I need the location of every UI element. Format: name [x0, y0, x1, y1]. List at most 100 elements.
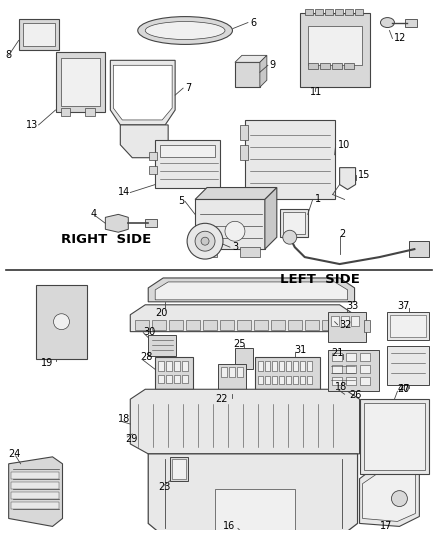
Bar: [308, 26, 361, 65]
Bar: [390, 314, 426, 337]
Bar: [85, 108, 95, 116]
Polygon shape: [9, 457, 63, 527]
Bar: [332, 353, 342, 361]
Bar: [237, 320, 251, 329]
Bar: [406, 19, 417, 27]
Bar: [203, 320, 217, 329]
Polygon shape: [260, 55, 267, 87]
Text: 21: 21: [332, 349, 344, 359]
Bar: [346, 353, 356, 361]
Text: 27: 27: [397, 384, 410, 394]
Polygon shape: [195, 188, 277, 199]
Bar: [60, 58, 100, 106]
Bar: [11, 482, 59, 489]
Polygon shape: [235, 55, 267, 62]
Bar: [245, 120, 335, 199]
Bar: [174, 361, 180, 372]
Bar: [240, 247, 260, 257]
Text: 18: 18: [118, 414, 131, 424]
Bar: [300, 376, 305, 384]
Bar: [343, 63, 353, 69]
Bar: [346, 366, 356, 373]
Bar: [280, 209, 308, 237]
Circle shape: [283, 230, 297, 244]
Text: 2: 2: [339, 229, 346, 239]
Bar: [166, 361, 172, 372]
Text: 25: 25: [233, 338, 245, 349]
Bar: [279, 361, 284, 372]
Text: 22: 22: [215, 394, 227, 404]
Bar: [293, 361, 298, 372]
Bar: [321, 320, 336, 329]
Bar: [155, 140, 220, 188]
Text: 11: 11: [310, 87, 322, 97]
Bar: [182, 361, 188, 372]
Text: 7: 7: [185, 83, 191, 93]
Bar: [56, 52, 106, 112]
Bar: [215, 489, 295, 533]
Bar: [158, 361, 164, 372]
Text: 29: 29: [125, 434, 138, 444]
Text: 32: 32: [339, 320, 352, 330]
Text: RIGHT  SIDE: RIGHT SIDE: [60, 233, 151, 246]
Text: 40: 40: [397, 384, 410, 394]
Bar: [23, 22, 54, 46]
Polygon shape: [195, 199, 265, 249]
Bar: [332, 366, 342, 373]
Polygon shape: [148, 454, 357, 533]
Bar: [332, 63, 342, 69]
Bar: [11, 502, 59, 508]
Bar: [254, 320, 268, 329]
Text: 15: 15: [357, 169, 370, 180]
Bar: [350, 316, 359, 326]
Bar: [335, 9, 343, 14]
Bar: [355, 9, 363, 14]
Text: LEFT  SIDE: LEFT SIDE: [280, 273, 360, 286]
Bar: [258, 361, 263, 372]
Bar: [305, 9, 313, 14]
Text: 20: 20: [155, 308, 168, 318]
Bar: [221, 367, 227, 377]
Bar: [331, 316, 339, 326]
Polygon shape: [148, 278, 355, 302]
Text: 16: 16: [223, 521, 235, 531]
Bar: [305, 320, 319, 329]
Text: 24: 24: [9, 449, 21, 459]
Bar: [145, 219, 157, 227]
Bar: [237, 367, 243, 377]
Bar: [155, 358, 193, 389]
Bar: [11, 472, 59, 479]
Circle shape: [195, 231, 215, 251]
Bar: [293, 376, 298, 384]
Bar: [288, 320, 302, 329]
Bar: [272, 376, 277, 384]
Text: 12: 12: [395, 34, 407, 44]
Bar: [328, 359, 357, 387]
Text: 19: 19: [41, 358, 53, 368]
Bar: [364, 320, 370, 332]
Bar: [286, 376, 291, 384]
Text: 26: 26: [350, 390, 362, 400]
Bar: [286, 361, 291, 372]
Bar: [220, 320, 234, 329]
Bar: [307, 361, 312, 372]
Bar: [360, 353, 370, 361]
Bar: [160, 145, 215, 157]
Ellipse shape: [145, 21, 225, 39]
Bar: [320, 63, 330, 69]
Bar: [300, 13, 370, 87]
Bar: [149, 152, 157, 160]
Bar: [346, 377, 356, 385]
Polygon shape: [110, 60, 175, 125]
Bar: [265, 376, 270, 384]
Circle shape: [392, 491, 407, 506]
Bar: [35, 285, 88, 359]
Bar: [388, 345, 429, 385]
Bar: [60, 108, 71, 116]
Bar: [229, 367, 235, 377]
Text: 1: 1: [314, 195, 321, 205]
Bar: [271, 320, 285, 329]
Bar: [328, 350, 379, 391]
Bar: [345, 9, 353, 14]
Bar: [279, 376, 284, 384]
